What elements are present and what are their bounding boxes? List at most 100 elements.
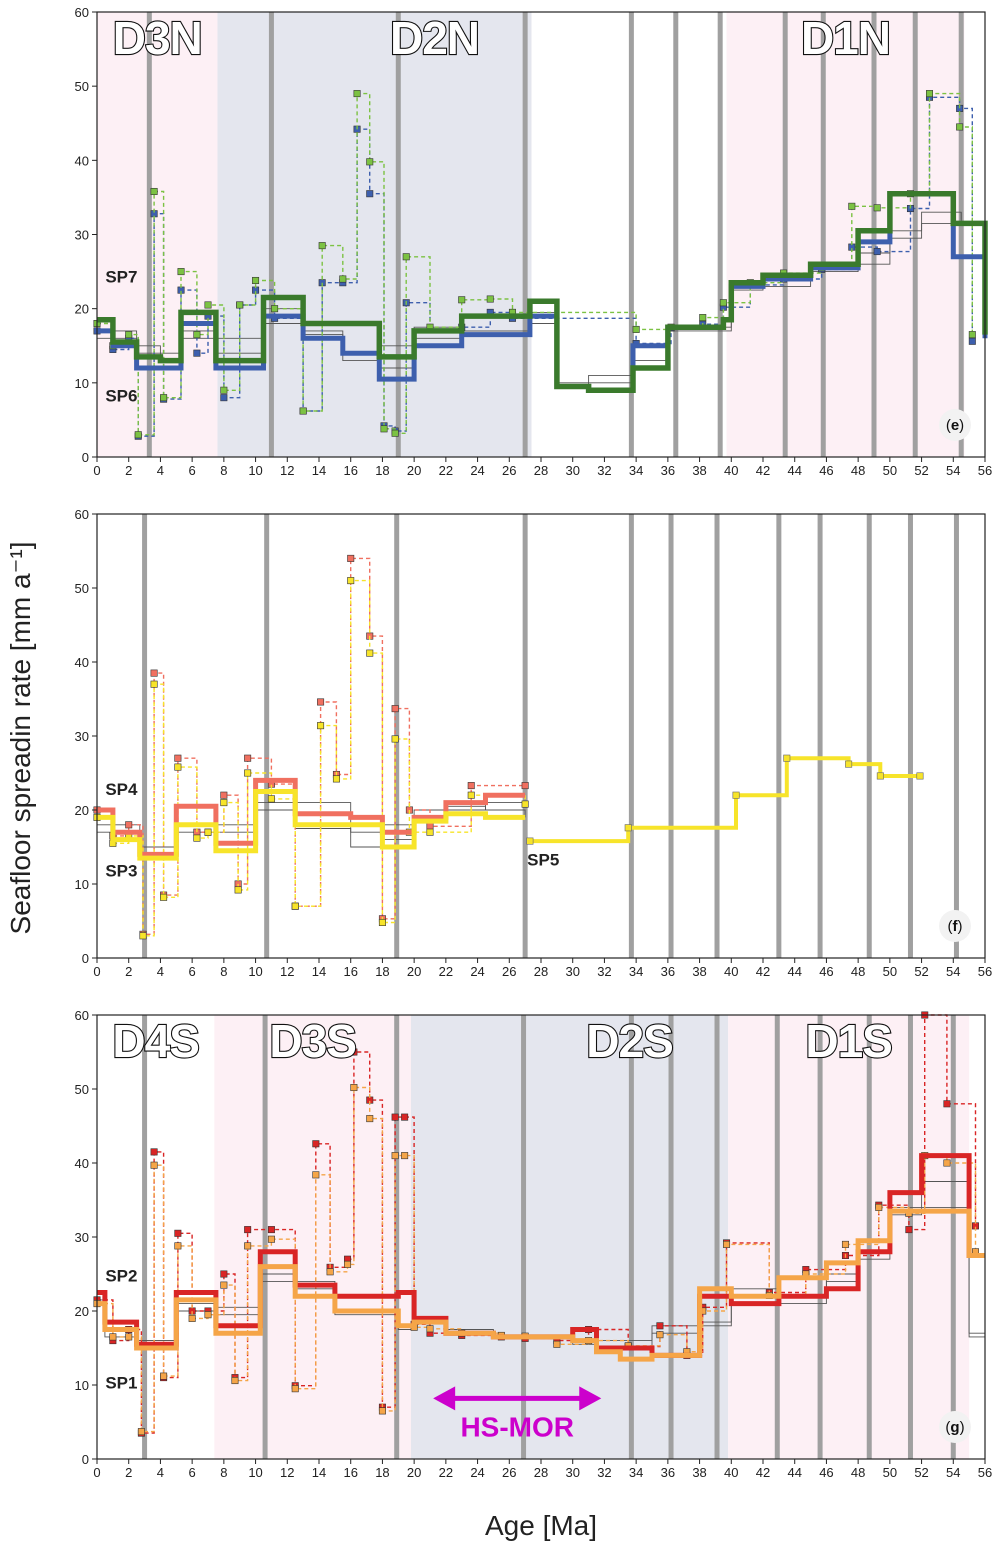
data-point-sp6 xyxy=(339,275,347,283)
x-tick-label: 30 xyxy=(565,1465,579,1480)
x-tick-label: 26 xyxy=(502,1465,516,1480)
data-point-sp2 xyxy=(188,1314,196,1322)
y-tick-label: 30 xyxy=(75,1230,89,1245)
domain-shade-d3n xyxy=(97,12,218,457)
data-point-sp6 xyxy=(458,296,466,304)
panel-tag-f: (f) xyxy=(948,918,963,935)
x-tick-label: 18 xyxy=(375,463,389,478)
x-axis-title: Age [Ma] xyxy=(485,1510,597,1541)
data-point-sp6 xyxy=(236,301,244,309)
hsmor-label: HS-MOR xyxy=(460,1411,574,1442)
data-point-sp3 xyxy=(160,893,168,901)
x-tick-label: 32 xyxy=(597,463,611,478)
data-point-sp2 xyxy=(656,1331,664,1339)
x-tick-label: 6 xyxy=(189,1465,196,1480)
data-point-sp5 xyxy=(783,754,791,762)
ridge-label-sp4: SP4 xyxy=(105,780,138,799)
data-point-sp2 xyxy=(426,1325,434,1333)
hsmor-arrow-left-head xyxy=(433,1386,456,1411)
x-tick-label: 56 xyxy=(978,1465,992,1480)
data-point-sp7 xyxy=(220,394,228,402)
x-tick-label: 52 xyxy=(914,964,928,979)
ridge-label-sp2: SP2 xyxy=(105,1266,137,1285)
y-tick-label: 20 xyxy=(75,803,89,818)
x-tick-label: 48 xyxy=(851,1465,865,1480)
y-tick-label: 10 xyxy=(75,877,89,892)
data-point-sp6 xyxy=(956,123,964,131)
x-tick-label: 40 xyxy=(724,1465,738,1480)
data-point-sp3 xyxy=(193,834,201,842)
data-point-sp4 xyxy=(521,782,529,790)
data-point-sp1 xyxy=(220,1270,228,1278)
data-point-sp3 xyxy=(391,735,399,743)
x-tick-label: 24 xyxy=(470,1465,484,1480)
x-tick-label: 34 xyxy=(629,964,643,979)
plot-frame xyxy=(96,513,986,959)
data-point-sp4 xyxy=(150,669,158,677)
x-tick-label: 32 xyxy=(597,1465,611,1480)
data-point-sp2 xyxy=(231,1377,239,1385)
x-tick-label: 46 xyxy=(819,964,833,979)
ridge-label-sp6: SP6 xyxy=(105,386,137,405)
y-tick-label: 50 xyxy=(75,1082,89,1097)
data-point-sp2 xyxy=(220,1281,228,1289)
x-tick-label: 10 xyxy=(248,1465,262,1480)
data-point-sp6 xyxy=(160,394,168,402)
data-point-sp2 xyxy=(391,1152,399,1160)
ridge-label-sp7: SP7 xyxy=(105,268,137,287)
series-sp5-step-line xyxy=(529,756,920,844)
x-tick-label: 20 xyxy=(407,1465,421,1480)
domain-label-d2s: D2S xyxy=(586,1015,672,1067)
data-point-sp3 xyxy=(244,769,252,777)
x-tick-label: 2 xyxy=(125,964,132,979)
data-point-sp6 xyxy=(252,276,260,284)
panel-f: 0 2 4 6 8 10 12 14 16 18 20 22 24 26 28 30 32 34 36 38 40 42 4… xyxy=(75,507,993,979)
x-tick-label: 10 xyxy=(248,463,262,478)
data-point-sp3 xyxy=(220,799,228,807)
data-point-sp4 xyxy=(220,791,228,799)
data-point-sp4 xyxy=(125,821,133,829)
data-point-sp6 xyxy=(177,268,185,276)
data-point-sp4 xyxy=(347,554,355,562)
series-sp4-step-line xyxy=(97,777,526,857)
x-tick-label: 26 xyxy=(502,463,516,478)
data-point-sp7 xyxy=(366,190,374,198)
data-point-sp3 xyxy=(174,763,182,771)
x-tick-label: 36 xyxy=(661,964,675,979)
data-point-sp1 xyxy=(312,1140,320,1148)
x-tick-label: 12 xyxy=(280,964,294,979)
x-tick-label: 18 xyxy=(375,1465,389,1480)
data-point-sp5 xyxy=(845,760,853,768)
data-point-sp6 xyxy=(318,242,326,250)
data-point-sp3 xyxy=(347,577,355,585)
data-point-sp1 xyxy=(267,1226,275,1234)
data-point-sp1 xyxy=(905,1226,913,1234)
panel-e: 0 2 4 6 8 10 12 14 16 18 20 22 24 26 28 30 32 34 36 38 40 42 4… xyxy=(75,5,993,478)
ridge-label-sp1: SP1 xyxy=(105,1374,137,1393)
panel-tag-e: (e) xyxy=(946,417,964,434)
y-tick-label: 30 xyxy=(75,228,89,243)
domain-shade-d3s xyxy=(214,1015,411,1459)
y-tick-label: 20 xyxy=(75,302,89,317)
x-tick-label: 38 xyxy=(692,463,706,478)
data-point-sp5 xyxy=(624,824,632,832)
panel-tag-g: (g) xyxy=(945,1419,964,1436)
data-point-sp3 xyxy=(150,680,158,688)
data-point-sp2 xyxy=(204,1311,212,1319)
x-tick-label: 32 xyxy=(597,964,611,979)
x-tick-label: 4 xyxy=(157,463,164,478)
data-point-sp6 xyxy=(402,253,410,261)
data-point-sp1 xyxy=(391,1113,399,1121)
y-axis-title: Seafloor spreadin rate [mm a⁻¹] xyxy=(5,542,36,935)
data-point-sp2 xyxy=(841,1240,849,1248)
x-tick-label: 34 xyxy=(629,1465,643,1480)
x-tick-label: 56 xyxy=(978,463,992,478)
data-point-sp6 xyxy=(271,305,279,313)
y-tick-label: 30 xyxy=(75,729,89,744)
x-tick-label: 42 xyxy=(756,463,770,478)
x-tick-label: 0 xyxy=(93,964,100,979)
x-tick-label: 0 xyxy=(93,463,100,478)
x-tick-label: 20 xyxy=(407,964,421,979)
x-tick-label: 54 xyxy=(946,1465,960,1480)
